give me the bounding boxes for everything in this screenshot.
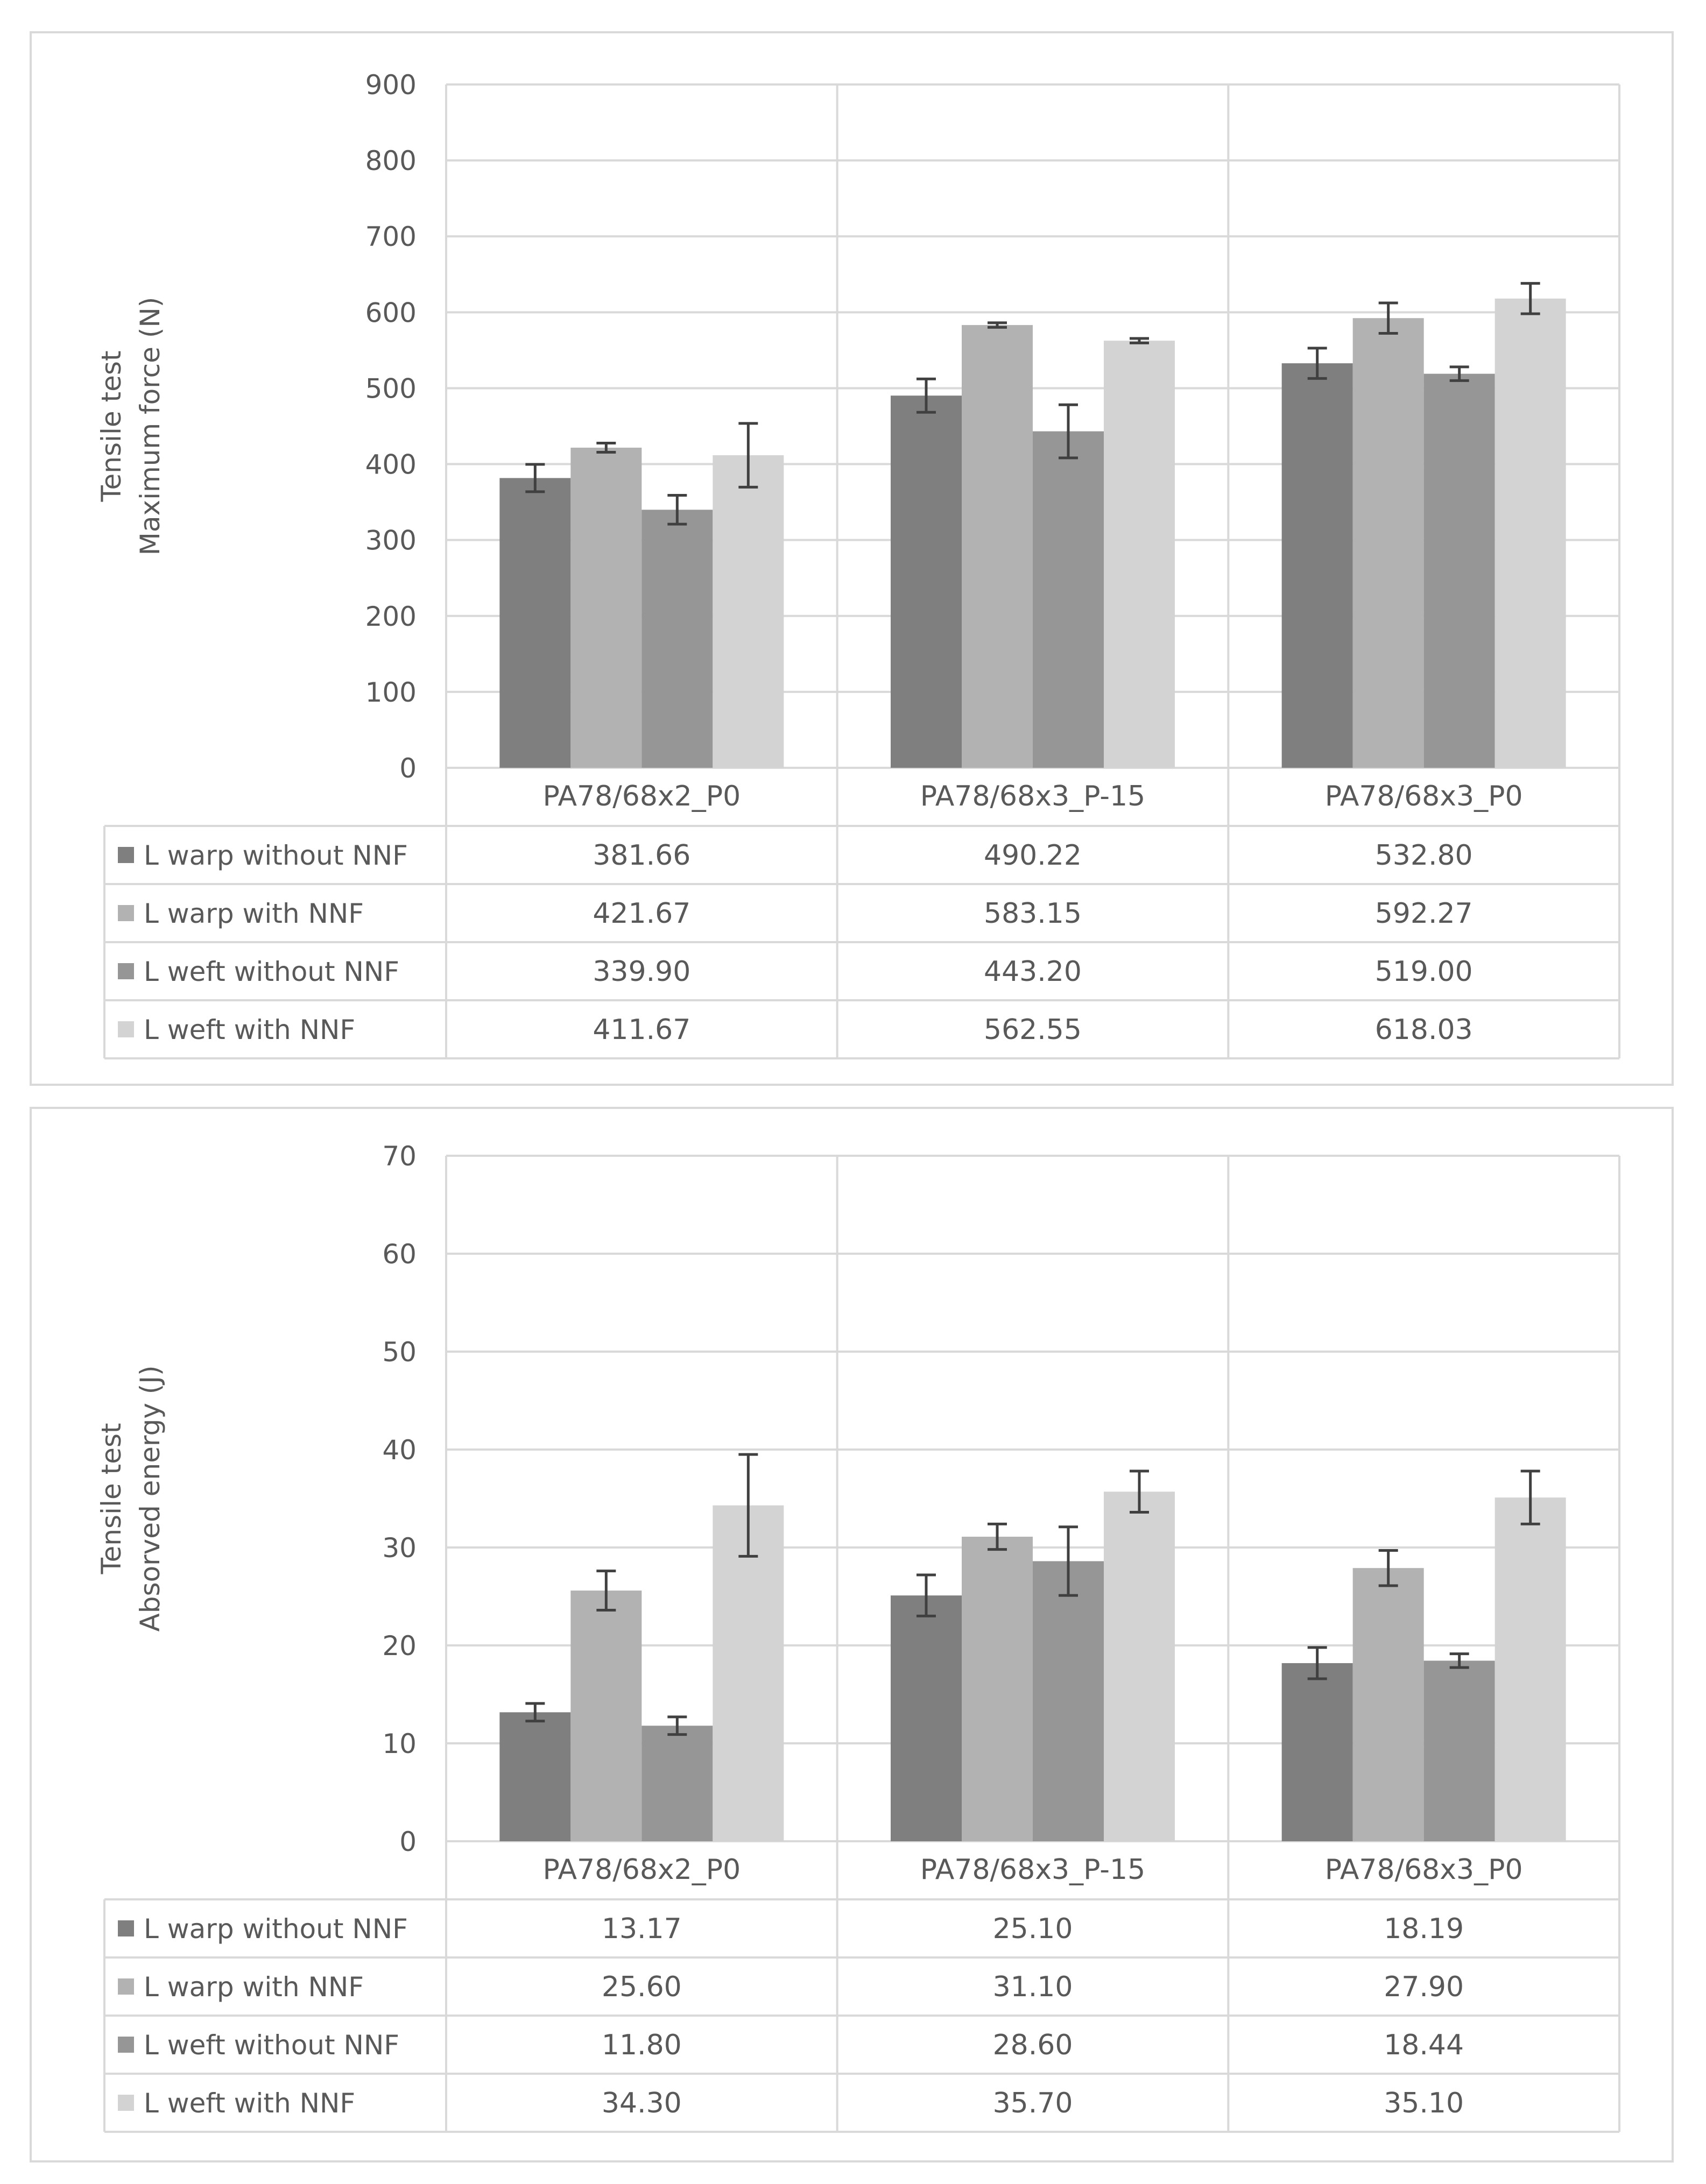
y-tick-label: 10 [382, 1728, 417, 1759]
bar-l-warp-without-nnf [1281, 1663, 1353, 1841]
data-label: 381.66 [593, 839, 690, 872]
data-label: 11.80 [602, 2029, 682, 2061]
data-label: 27.90 [1384, 1971, 1464, 2003]
legend-label: L warp without NNF [144, 1913, 408, 1945]
data-label: 532.80 [1375, 839, 1473, 872]
data-label: 35.10 [1384, 2087, 1464, 2119]
data-label: 18.44 [1384, 2029, 1464, 2061]
category-label: PA78/68x3_P-15 [920, 780, 1145, 812]
category-label: PA78/68x3_P0 [1325, 1854, 1523, 1886]
bar-l-warp-with-nnf [962, 1536, 1033, 1841]
data-label: 35.70 [993, 2087, 1073, 2119]
bar-l-weft-with-nnf [713, 1505, 784, 1841]
category-label: PA78/68x2_P0 [542, 780, 741, 812]
data-label: 583.15 [984, 897, 1082, 930]
category-label: PA78/68x3_P-15 [920, 1854, 1145, 1886]
y-tick-label: 200 [365, 601, 417, 632]
bar-l-warp-with-nnf [570, 447, 642, 768]
y-tick-label: 40 [382, 1434, 417, 1466]
data-label: 443.20 [984, 956, 1082, 988]
y-tick-label: 100 [365, 677, 417, 708]
legend-key-l-warp-with-nnf [118, 905, 134, 921]
category-label: PA78/68x3_P0 [1325, 780, 1523, 812]
data-label: 34.30 [602, 2087, 682, 2119]
bar-l-warp-without-nnf [1281, 363, 1353, 768]
absorbed-energy-chart-panel: 0 10 20 30 40 50 60 70 PA78/68x2_P0 PA78/68x3_P-1… [30, 1107, 1674, 2162]
data-label: 592.27 [1375, 897, 1473, 930]
y-tick-label: 700 [365, 221, 417, 252]
y-tick-label: 900 [365, 69, 417, 101]
y-tick-label: 50 [382, 1337, 417, 1368]
y-tick-label: 400 [365, 449, 417, 480]
data-label: 31.10 [993, 1971, 1073, 2003]
legend-label: L warp with NNF [144, 898, 364, 929]
bar-l-warp-with-nnf [570, 1591, 642, 1841]
legend-key-l-weft-without-nnf [118, 2037, 134, 2053]
y-tick-label: 60 [382, 1239, 417, 1270]
y-axis-title-line2: Maximum force (N) [135, 297, 166, 555]
y-axis-title-line1: Tensile test [96, 1423, 127, 1574]
data-label: 421.67 [593, 897, 690, 930]
legend-label: L weft without NNF [144, 2030, 399, 2061]
bar-l-weft-without-nnf [641, 1726, 713, 1841]
y-tick-label: 300 [365, 525, 417, 556]
legend-key-l-weft-with-nnf [118, 1021, 134, 1037]
category-label: PA78/68x2_P0 [542, 1854, 741, 1886]
absorbed-energy-chart: 0 10 20 30 40 50 60 70 PA78/68x2_P0 PA78/68x3_P-1… [96, 1141, 1620, 2133]
data-label: 25.10 [993, 1913, 1073, 1945]
y-tick-label: 20 [382, 1630, 417, 1662]
bar-l-weft-without-nnf [641, 510, 713, 768]
data-label: 339.90 [593, 956, 690, 988]
data-label: 411.67 [593, 1014, 690, 1046]
data-label: 13.17 [602, 1913, 682, 1945]
legend-key-l-weft-with-nnf [118, 2095, 134, 2111]
y-axis-title-line2: Absorved energy (J) [135, 1366, 166, 1632]
max-force-chart: 0 100 200 300 400 500 600 700 800 900 PA78/68x2_P0… [96, 69, 1620, 1059]
data-label: 18.19 [1384, 1913, 1464, 1945]
data-label: 562.55 [984, 1014, 1082, 1046]
max-force-chart-panel: 0 100 200 300 400 500 600 700 800 900 PA78/68x2_P0… [30, 31, 1674, 1086]
data-label: 519.00 [1375, 956, 1473, 988]
bar-l-weft-without-nnf [1033, 1561, 1104, 1841]
data-label: 490.22 [984, 839, 1082, 872]
legend-label: L warp without NNF [144, 840, 408, 871]
data-label: 25.60 [602, 1971, 682, 2003]
y-tick-label: 0 [399, 753, 417, 784]
legend-key-l-warp-with-nnf [118, 1978, 134, 1995]
y-tick-label: 30 [382, 1532, 417, 1564]
y-tick-label: 0 [399, 1826, 417, 1857]
bar-l-weft-with-nnf [1104, 1492, 1175, 1841]
bar-l-warp-with-nnf [1352, 318, 1424, 768]
bar-l-weft-with-nnf [1494, 298, 1566, 768]
legend-label: L weft with NNF [144, 2088, 355, 2119]
bar-l-weft-with-nnf [1494, 1497, 1566, 1841]
bar-l-warp-without-nnf [499, 1712, 571, 1841]
bar-l-weft-without-nnf [1423, 373, 1495, 768]
bar-l-weft-without-nnf [1423, 1660, 1495, 1841]
bar-l-weft-without-nnf [1033, 431, 1104, 768]
y-tick-label: 500 [365, 373, 417, 404]
y-axis-title-line1: Tensile test [96, 350, 127, 502]
bar-l-warp-with-nnf [962, 325, 1033, 768]
legend-label: L warp with NNF [144, 1971, 364, 2003]
legend-key-l-warp-without-nnf [118, 1920, 134, 1936]
bar-l-weft-with-nnf [713, 455, 784, 768]
y-tick-label: 70 [382, 1141, 417, 1172]
legend-label: L weft with NNF [144, 1014, 355, 1045]
data-label: 28.60 [993, 2029, 1073, 2061]
bar-l-warp-without-nnf [499, 478, 571, 768]
legend-key-l-weft-without-nnf [118, 963, 134, 979]
bar-l-weft-with-nnf [1104, 341, 1175, 768]
legend-key-l-warp-without-nnf [118, 847, 134, 863]
bar-l-warp-without-nnf [891, 395, 962, 768]
bar-l-warp-without-nnf [891, 1595, 962, 1841]
data-label: 618.03 [1375, 1014, 1473, 1046]
y-tick-label: 800 [365, 145, 417, 176]
bar-l-warp-with-nnf [1352, 1568, 1424, 1841]
legend-label: L weft without NNF [144, 956, 399, 987]
y-tick-label: 600 [365, 297, 417, 328]
